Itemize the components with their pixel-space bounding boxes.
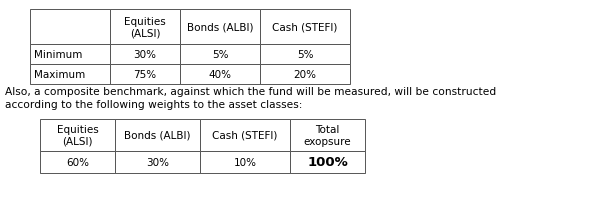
Bar	[290, 151, 365, 173]
Bar	[290, 119, 365, 151]
Text: Total
exopsure: Total exopsure	[304, 125, 351, 146]
Text: 5%: 5%	[297, 50, 313, 60]
Bar	[110, 65, 180, 85]
Text: Bonds (ALBI): Bonds (ALBI)	[187, 22, 253, 32]
Text: Cash (STEFI): Cash (STEFI)	[273, 22, 338, 32]
Text: Also, a composite benchmark, against which the fund will be measured, will be co: Also, a composite benchmark, against whi…	[5, 86, 496, 96]
Bar	[200, 151, 290, 173]
Text: according to the following weights to the asset classes:: according to the following weights to th…	[5, 100, 302, 110]
Bar	[30, 10, 110, 45]
Bar	[180, 45, 260, 65]
Text: 60%: 60%	[66, 157, 89, 167]
Bar	[30, 65, 110, 85]
Text: Minimum: Minimum	[34, 50, 83, 60]
Text: Cash (STEFI): Cash (STEFI)	[212, 130, 278, 140]
Text: 30%: 30%	[146, 157, 169, 167]
Bar	[115, 119, 200, 151]
Text: Maximum: Maximum	[34, 70, 85, 80]
Text: Equities
(ALSI): Equities (ALSI)	[124, 17, 166, 38]
Text: 5%: 5%	[212, 50, 228, 60]
Text: 20%: 20%	[294, 70, 316, 80]
Bar	[260, 45, 350, 65]
Text: 40%: 40%	[208, 70, 231, 80]
Text: 30%: 30%	[134, 50, 156, 60]
Bar	[180, 10, 260, 45]
Bar	[260, 10, 350, 45]
Bar	[200, 119, 290, 151]
Bar	[110, 45, 180, 65]
Text: 75%: 75%	[134, 70, 156, 80]
Bar	[40, 119, 115, 151]
Bar	[110, 10, 180, 45]
Text: 10%: 10%	[234, 157, 256, 167]
Text: Equities
(ALSI): Equities (ALSI)	[57, 125, 98, 146]
Bar	[30, 45, 110, 65]
Bar	[115, 151, 200, 173]
Text: 100%: 100%	[307, 156, 348, 169]
Text: Bonds (ALBI): Bonds (ALBI)	[124, 130, 190, 140]
Bar	[180, 65, 260, 85]
Bar	[40, 151, 115, 173]
Bar	[260, 65, 350, 85]
